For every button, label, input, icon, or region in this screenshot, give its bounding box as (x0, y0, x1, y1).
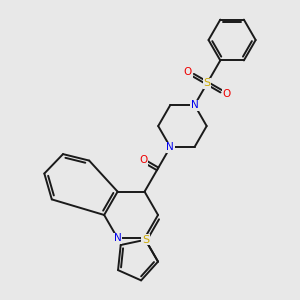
Text: N: N (167, 142, 174, 152)
Text: O: O (139, 155, 147, 166)
Text: O: O (222, 89, 230, 99)
Text: S: S (204, 78, 211, 88)
Text: N: N (114, 233, 122, 243)
Text: O: O (184, 67, 192, 77)
Text: N: N (191, 100, 198, 110)
Text: S: S (142, 235, 149, 245)
